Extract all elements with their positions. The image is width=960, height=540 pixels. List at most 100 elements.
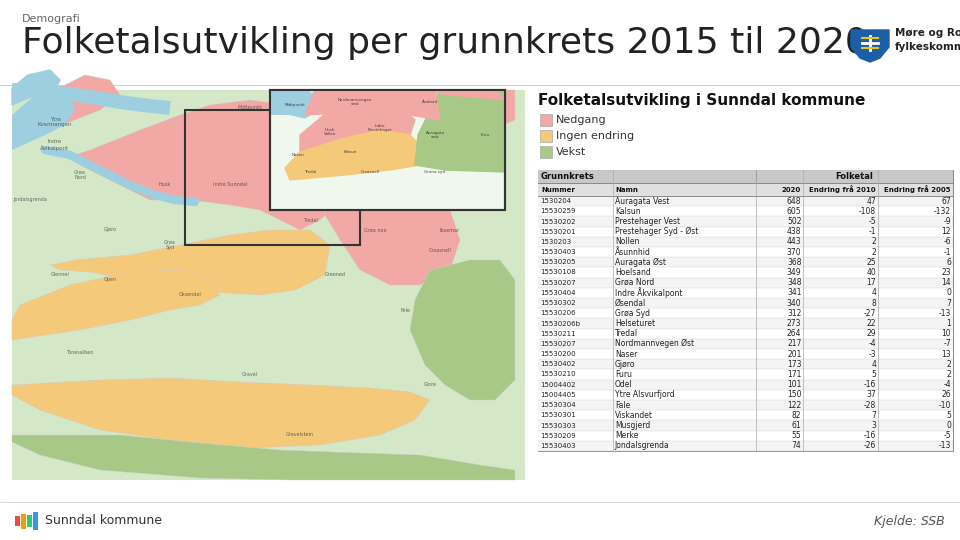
- Text: Furu: Furu: [480, 133, 490, 137]
- Bar: [270, 90, 505, 210]
- Text: 101: 101: [787, 380, 802, 389]
- Text: 340: 340: [787, 299, 802, 308]
- Text: 15530303: 15530303: [540, 422, 576, 429]
- Text: 14: 14: [942, 278, 951, 287]
- Bar: [12, 90, 525, 480]
- Polygon shape: [285, 130, 425, 180]
- Bar: [538, 380, 953, 390]
- Text: -16: -16: [864, 380, 876, 389]
- Text: Hoelsand: Hoelsand: [614, 268, 651, 277]
- Text: Indre Åkvikalpont: Indre Åkvikalpont: [614, 287, 683, 298]
- Bar: [538, 308, 953, 319]
- Text: -108: -108: [859, 207, 876, 216]
- Text: 1530204: 1530204: [540, 198, 571, 204]
- Text: Indre
Åvikalpont: Indre Åvikalpont: [40, 139, 69, 151]
- Text: 2: 2: [872, 248, 876, 256]
- Text: Grevelstein: Grevelstein: [286, 433, 314, 437]
- Text: 15530403: 15530403: [540, 443, 576, 449]
- Bar: [538, 247, 953, 257]
- Bar: [33, 512, 38, 530]
- Text: 74: 74: [792, 441, 802, 450]
- Text: Husk
Vollen: Husk Vollen: [324, 127, 336, 136]
- Text: 23: 23: [942, 268, 951, 277]
- Text: 15530108: 15530108: [540, 269, 576, 275]
- Text: Endring frå 2010: Endring frå 2010: [808, 186, 876, 193]
- Text: Kjelde: SSB: Kjelde: SSB: [875, 515, 945, 528]
- Text: 15530211: 15530211: [540, 330, 576, 337]
- Text: 61: 61: [792, 421, 802, 430]
- Text: 4: 4: [872, 288, 876, 298]
- Text: -13: -13: [939, 441, 951, 450]
- Text: Ibsemar: Ibsemar: [440, 227, 460, 233]
- Text: 15530301: 15530301: [540, 413, 576, 418]
- Polygon shape: [50, 230, 330, 295]
- Text: 55: 55: [792, 431, 802, 440]
- Text: 10: 10: [942, 329, 951, 338]
- Text: -27: -27: [864, 309, 876, 318]
- Text: 1: 1: [947, 319, 951, 328]
- Text: Demografi: Demografi: [22, 14, 81, 24]
- Bar: [538, 319, 953, 329]
- Text: 15530304: 15530304: [540, 402, 576, 408]
- Text: Folketalsutvikling per grunnkrets 2015 til 2020: Folketalsutvikling per grunnkrets 2015 t…: [22, 26, 868, 60]
- Polygon shape: [12, 435, 515, 480]
- Bar: [540, 130, 552, 142]
- Text: Croasnell: Croasnell: [361, 170, 379, 174]
- Text: 15530206b: 15530206b: [540, 321, 580, 327]
- Text: -5: -5: [944, 431, 951, 440]
- Text: Ingen endring: Ingen endring: [556, 131, 635, 141]
- Text: Grøa
Nord: Grøa Nord: [74, 170, 86, 180]
- Text: 40: 40: [867, 268, 876, 277]
- Text: -3: -3: [869, 349, 876, 359]
- Polygon shape: [410, 260, 515, 400]
- Text: 5: 5: [872, 370, 876, 379]
- Text: 29: 29: [867, 329, 876, 338]
- Text: 13: 13: [942, 349, 951, 359]
- Text: Glore: Glore: [423, 382, 437, 388]
- Bar: [538, 421, 953, 430]
- Text: -132: -132: [934, 207, 951, 216]
- Polygon shape: [415, 90, 505, 172]
- Text: 2: 2: [947, 370, 951, 379]
- Text: Husk: Husk: [158, 183, 171, 187]
- Text: 349: 349: [787, 268, 802, 277]
- Text: Folketalsutvikling i Sunndal kommune: Folketalsutvikling i Sunndal kommune: [538, 93, 865, 108]
- Text: Odel: Odel: [614, 380, 633, 389]
- Text: -4: -4: [944, 380, 951, 389]
- Text: 341: 341: [787, 288, 802, 298]
- Bar: [538, 170, 953, 451]
- Text: 15530209: 15530209: [540, 433, 576, 438]
- Text: -28: -28: [864, 401, 876, 410]
- Text: -7: -7: [944, 340, 951, 348]
- Text: 15530210: 15530210: [540, 372, 576, 377]
- Text: 502: 502: [787, 217, 802, 226]
- Text: 368: 368: [787, 258, 802, 267]
- Text: Viskandet: Viskandet: [614, 411, 653, 420]
- Text: 348: 348: [787, 278, 802, 287]
- Text: Auragata Vest: Auragata Vest: [614, 197, 669, 206]
- Text: 264: 264: [787, 329, 802, 338]
- Text: Auragata
vest: Auragata vest: [369, 174, 392, 185]
- Polygon shape: [305, 90, 440, 120]
- Text: Sunndal kommune: Sunndal kommune: [45, 515, 162, 528]
- Text: Tredal: Tredal: [302, 218, 318, 222]
- Text: Grøa noe: Grøa noe: [364, 227, 386, 233]
- Bar: [185, 110, 360, 245]
- Polygon shape: [310, 90, 505, 100]
- Text: -1: -1: [944, 248, 951, 256]
- Text: 22: 22: [867, 319, 876, 328]
- Text: 15530404: 15530404: [540, 290, 575, 296]
- Bar: [538, 400, 953, 410]
- Text: Tredal: Tredal: [614, 329, 637, 338]
- Bar: [538, 410, 953, 421]
- Text: Nordmannvegen
vest: Nordmannvegen vest: [329, 103, 371, 113]
- Text: 2: 2: [947, 360, 951, 369]
- Bar: [540, 146, 552, 158]
- Text: Auragata
vest: Auragata vest: [425, 131, 444, 139]
- Text: Auragata Øst: Auragata Øst: [614, 258, 666, 267]
- Text: 26: 26: [942, 390, 951, 400]
- Text: Kalsun: Kalsun: [614, 207, 640, 216]
- Text: 67: 67: [941, 197, 951, 206]
- Text: Indre
Prestehager: Indre Prestehager: [368, 124, 393, 132]
- Text: Nummer: Nummer: [541, 186, 575, 192]
